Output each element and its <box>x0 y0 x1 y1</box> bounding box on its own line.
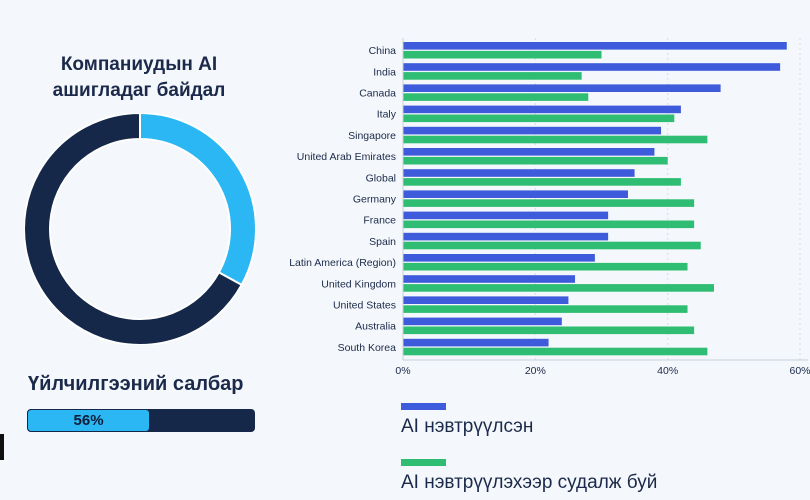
bar-exploring <box>403 114 675 123</box>
donut-chart <box>24 113 256 345</box>
x-tick-label: 40% <box>657 365 678 377</box>
category-label: Latin America (Region) <box>289 257 396 269</box>
title-line-2: ашигладаг байдал <box>52 80 226 101</box>
bar-adopted <box>403 254 595 262</box>
bar-adopted <box>403 190 628 198</box>
bar-exploring <box>403 326 695 335</box>
bar-adopted <box>403 169 635 177</box>
legend-item-adopted: AI нэвтрүүлсэн <box>401 403 533 438</box>
bar-exploring <box>403 305 688 313</box>
bar-exploring <box>403 284 714 292</box>
x-tick-label: 0% <box>395 365 410 377</box>
legend-swatch-adopted <box>401 403 446 410</box>
bar-adopted <box>403 42 787 50</box>
chart-title: Компаниудын AI ашигладаг байдал <box>18 52 260 104</box>
x-tick-label: 60% <box>789 365 810 377</box>
bar-exploring <box>403 72 582 80</box>
category-label: United Kingdom <box>321 278 396 290</box>
bar-adopted <box>403 126 662 135</box>
bar-exploring <box>403 156 668 165</box>
category-label: France <box>363 215 396 227</box>
bar-exploring <box>403 135 708 144</box>
bar-exploring <box>403 241 701 250</box>
bar-adopted <box>403 338 549 347</box>
donut-segment-1 <box>24 113 244 345</box>
legend-swatch-exploring <box>401 459 446 466</box>
category-label: China <box>369 45 397 57</box>
title-line-1: Компаниудын AI <box>60 54 218 75</box>
category-label: United States <box>333 300 396 312</box>
bar-adopted <box>403 211 609 220</box>
category-label: Singapore <box>348 130 396 142</box>
bar-adopted <box>403 63 781 71</box>
edge-marker <box>0 434 4 460</box>
bar-adopted <box>403 84 721 92</box>
category-label: Italy <box>377 109 397 121</box>
category-label: Spain <box>369 236 396 248</box>
bar-adopted <box>403 296 569 304</box>
x-tick-label: 20% <box>525 365 546 377</box>
bar-chart: China India Canada Italy Singapore United Ara… <box>289 38 810 377</box>
bar-exploring <box>403 93 589 101</box>
category-label: Canada <box>359 88 396 100</box>
progress-bar: 56% <box>27 409 255 432</box>
bar-adopted <box>403 275 576 283</box>
progress-value: 56% <box>73 412 104 429</box>
bar-exploring <box>403 178 681 186</box>
category-label: Global <box>366 172 396 184</box>
bar-exploring <box>403 347 708 356</box>
sector-label: Үйлчилгээний салбар <box>28 373 244 395</box>
category-label: Germany <box>353 194 397 206</box>
bar-exploring <box>403 220 695 229</box>
legend-label-adopted: AI нэвтрүүлсэн <box>401 416 534 437</box>
bar-adopted <box>403 148 655 156</box>
progress-fill <box>27 409 151 432</box>
legend-label-exploring: AI нэвтрүүлэхээр судалж буй <box>401 472 658 493</box>
category-label: Australia <box>355 321 396 333</box>
bar-exploring <box>403 262 688 271</box>
bar-adopted <box>403 105 681 114</box>
category-label: South Korea <box>338 342 397 354</box>
bar-exploring <box>403 199 695 207</box>
bar-adopted <box>403 232 609 241</box>
category-label: United Arab Emirates <box>297 151 396 163</box>
legend-item-exploring: AI нэвтрүүлэхээр судалж буй <box>401 459 657 494</box>
bar-adopted <box>403 317 562 326</box>
donut-segment-0 <box>139 113 256 287</box>
category-label: India <box>373 66 396 78</box>
bar-exploring <box>403 50 602 59</box>
